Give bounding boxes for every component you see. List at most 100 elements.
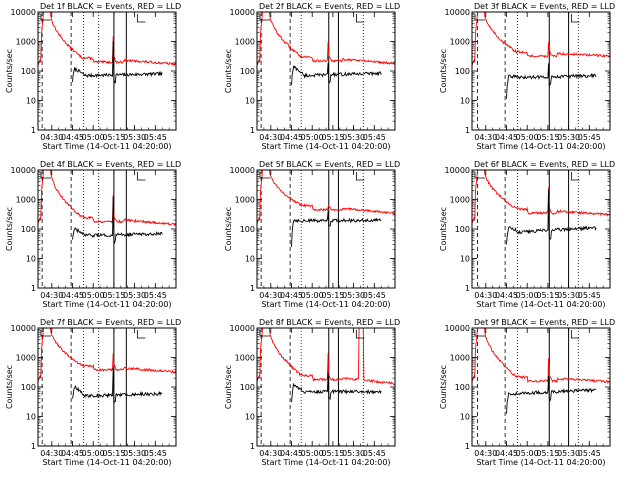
- xtick-label: 05:15: [536, 449, 559, 458]
- xtick-label: 04:45: [495, 291, 518, 300]
- ytick-label: 1000: [16, 196, 36, 205]
- xtick-label: 05:30: [342, 133, 365, 142]
- ytick-label: 10000: [11, 166, 36, 175]
- xtick-label: 05:30: [342, 449, 365, 458]
- panel-title: Det 7f BLACK = Events, RED = LLD: [40, 318, 181, 327]
- ytick-label: 10000: [445, 324, 470, 333]
- events-series-line: [72, 367, 163, 404]
- corner-marker: [259, 330, 270, 337]
- xtick-label: 04:30: [40, 291, 63, 300]
- x-axis-label: Start Time (14-Oct-11 04:20:00): [261, 300, 390, 309]
- x-axis-label: Start Time (14-Oct-11 04:20:00): [476, 142, 605, 151]
- xtick-label: 05:15: [321, 291, 344, 300]
- corner-marker: [259, 14, 270, 21]
- xtick-label: 04:45: [61, 449, 84, 458]
- panel-title: Det 2f BLACK = Events, RED = LLD: [259, 2, 400, 11]
- ytick-label: 10000: [11, 8, 36, 17]
- ytick-label: 1000: [235, 354, 255, 363]
- xtick-label: 04:45: [280, 133, 303, 142]
- panel-4: Det 4f BLACK = Events, RED = LLD 1 10 100 10…: [5, 160, 181, 309]
- y-axis-label: Counts/sec: [5, 207, 14, 251]
- events-series-line: [291, 372, 382, 403]
- lld-series-line: [256, 327, 396, 386]
- y-axis-label: Counts/sec: [439, 49, 448, 93]
- xtick-label: 05:15: [536, 291, 559, 300]
- y-axis-label: Counts/sec: [5, 365, 14, 409]
- xtick-label: 04:30: [259, 449, 282, 458]
- panel-7: Det 7f BLACK = Events, RED = LLD 1 10 100 10…: [5, 318, 181, 467]
- ytick-label: 1: [250, 284, 255, 293]
- xtick-label: 05:45: [363, 133, 386, 142]
- ytick-label: 10: [245, 255, 255, 264]
- panels-group: Det 1f BLACK = Events, RED = LLD11010010…: [5, 2, 615, 467]
- y-axis-label: Counts/sec: [439, 365, 448, 409]
- lld-series-line: [37, 11, 177, 67]
- ytick-label: 100: [21, 225, 36, 234]
- xtick-label: 04:30: [40, 449, 63, 458]
- panel-5: Det 5f BLACK = Events, RED = LLD 1 10 100 10…: [224, 160, 400, 309]
- xtick-label: 05:45: [363, 449, 386, 458]
- ytick-label: 10: [460, 413, 470, 422]
- xtick-label: 04:45: [61, 291, 84, 300]
- ytick-label: 10: [245, 97, 255, 106]
- corner-marker: [136, 14, 146, 23]
- ytick-label: 1: [465, 284, 470, 293]
- lld-series-line: [37, 327, 177, 382]
- lld-series-line: [256, 169, 396, 224]
- ytick-label: 10: [460, 97, 470, 106]
- ytick-label: 1: [465, 126, 470, 135]
- panel-3: Det 3f BLACK = Events, RED = LLD 1 10 100 10…: [439, 2, 615, 151]
- xtick-label: 04:45: [280, 291, 303, 300]
- panel-title: Det 6f BLACK = Events, RED = LLD: [474, 160, 615, 169]
- ytick-label: 100: [455, 225, 470, 234]
- xtick-label: 05:15: [102, 291, 125, 300]
- ytick-label: 10: [26, 255, 36, 264]
- corner-marker: [259, 172, 270, 179]
- panel-title: Det 4f BLACK = Events, RED = LLD: [40, 160, 181, 169]
- corner-marker: [355, 14, 365, 23]
- ytick-label: 1000: [16, 354, 36, 363]
- ytick-label: 10: [460, 255, 470, 264]
- ytick-label: 1: [31, 442, 36, 451]
- ytick-label: 100: [21, 67, 36, 76]
- ytick-label: 1000: [16, 38, 36, 47]
- xtick-label: 05:00: [301, 291, 324, 300]
- events-series-line: [72, 40, 163, 84]
- panel-title: Det 3f BLACK = Events, RED = LLD: [474, 2, 615, 11]
- panel-8: Det 8f BLACK = Events, RED = LLD 1 10 100 10…: [224, 318, 400, 467]
- events-series-line: [506, 63, 597, 99]
- xtick-label: 04:30: [474, 291, 497, 300]
- y-axis-label: Counts/sec: [224, 207, 233, 251]
- ytick-label: 10000: [445, 8, 470, 17]
- xtick-label: 05:15: [321, 133, 344, 142]
- ytick-label: 1000: [235, 38, 255, 47]
- xtick-label: 05:30: [557, 291, 580, 300]
- xtick-label: 05:00: [516, 133, 539, 142]
- corner-marker: [474, 14, 485, 21]
- x-axis-label: Start Time (14-Oct-11 04:20:00): [42, 142, 171, 151]
- panel-6: Det 6f BLACK = Events, RED = LLD 1 10 100 10…: [439, 160, 615, 309]
- corner-marker: [570, 330, 580, 339]
- y-axis-label: Counts/sec: [224, 49, 233, 93]
- ytick-label: 10: [26, 413, 36, 422]
- panel-9: Det 9f BLACK = Events, RED = LLD 1 10 100 10…: [439, 318, 615, 467]
- xtick-label: 05:15: [536, 133, 559, 142]
- corner-marker: [474, 172, 485, 179]
- xtick-label: 05:45: [578, 291, 601, 300]
- xtick-label: 05:00: [301, 133, 324, 142]
- corner-marker: [40, 172, 51, 179]
- ytick-label: 1000: [235, 196, 255, 205]
- panel-1: Det 1f BLACK = Events, RED = LLD 1 10 100 10…: [5, 2, 181, 151]
- xtick-label: 05:00: [82, 291, 105, 300]
- lld-series-line: [471, 11, 611, 66]
- y-axis-label: Counts/sec: [5, 49, 14, 93]
- panel-title: Det 5f BLACK = Events, RED = LLD: [259, 160, 400, 169]
- xtick-label: 05:00: [301, 449, 324, 458]
- xtick-label: 05:45: [144, 449, 167, 458]
- xtick-label: 05:30: [123, 449, 146, 458]
- x-axis-label: Start Time (14-Oct-11 04:20:00): [476, 458, 605, 467]
- xtick-label: 04:30: [474, 449, 497, 458]
- ytick-label: 10000: [445, 166, 470, 175]
- x-axis-label: Start Time (14-Oct-11 04:20:00): [261, 142, 390, 151]
